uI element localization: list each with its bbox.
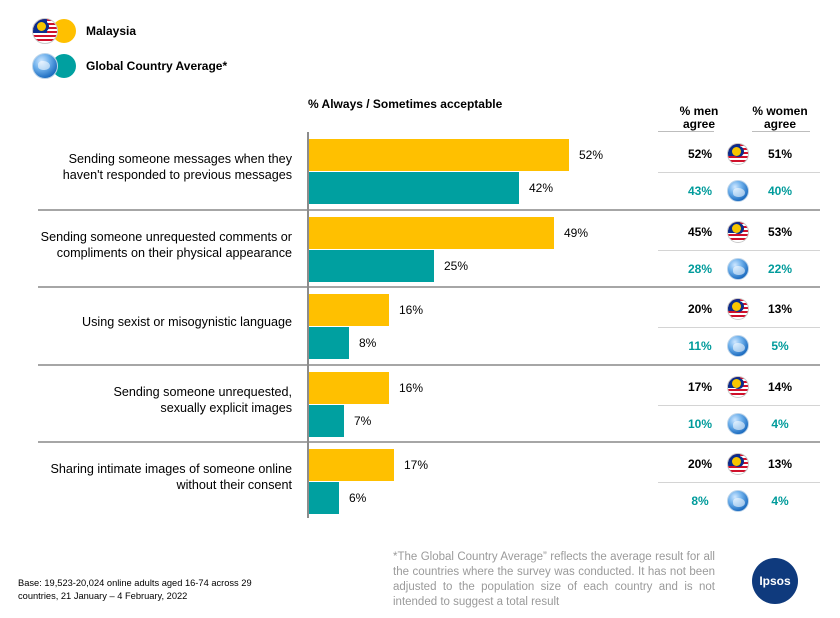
category-label-line: sexually explicit images [160, 400, 292, 415]
malaysia-women-agree: 51% [767, 147, 793, 161]
global-men-agree: 11% [688, 339, 712, 353]
globe-icon [727, 412, 749, 435]
base-note-line2: countries, 21 January – 4 February, 2022 [18, 591, 188, 601]
malaysia-men-agree: 20% [687, 457, 713, 471]
women-header: % women agree [745, 105, 815, 131]
group-separator [38, 363, 820, 366]
bar-value-label: 16% [399, 380, 424, 395]
bar-value-label: 17% [404, 458, 429, 472]
category-label: Using sexist or misogynistic language [22, 314, 292, 330]
men-header: % men agree [664, 105, 734, 131]
legend-malaysia: Malaysia [32, 18, 136, 44]
malaysia-flag-icon [32, 18, 58, 44]
globe-icon [727, 490, 749, 512]
women-header-rule [752, 131, 810, 132]
base-note: Base: 19,523-20,024 online adults aged 1… [18, 577, 252, 603]
malaysia-flag-icon [727, 453, 749, 475]
chart-title: % Always / Sometimes acceptable [308, 97, 503, 111]
category-label: Sending someone unrequested, sexually exp… [22, 384, 292, 416]
category-label-line: Sending someone messages when they [68, 152, 292, 166]
ipsos-logo: Ipsos [752, 558, 798, 604]
row-separator [658, 249, 820, 251]
global-bar [309, 172, 519, 204]
malaysia-men-agree: 52% [687, 147, 713, 161]
malaysia-flag-icon [727, 375, 749, 398]
malaysia-men-agree: 45% [687, 224, 713, 239]
row-separator [658, 404, 820, 406]
men-header-line1: % men [679, 104, 719, 118]
bar-value-label: 52% [579, 148, 604, 162]
malaysia-women-agree: 14% [767, 379, 793, 394]
globe-icon [727, 257, 749, 280]
malaysia-bar [309, 371, 389, 404]
malaysia-flag-icon [727, 220, 749, 243]
global-men-agree: 43% [687, 184, 713, 198]
group-separator [38, 286, 820, 288]
malaysia-women-agree: 53% [767, 224, 793, 239]
bar-value-label: 42% [529, 181, 554, 195]
global-men-agree: 28% [687, 261, 713, 276]
category-label: Sending someone messages when they haven'… [22, 151, 292, 183]
category-label-line: Using sexist or misogynistic language [82, 315, 292, 329]
malaysia-women-agree: 13% [767, 457, 793, 471]
category-label-line: without their consent [176, 478, 292, 492]
row-separator [658, 172, 820, 173]
row-separator [658, 482, 820, 483]
malaysia-men-agree: 17% [687, 379, 713, 394]
globe-icon [727, 180, 749, 202]
men-header-line2: agree [682, 117, 716, 131]
bar-value-label: 16% [399, 303, 424, 317]
global-men-agree: 10% [687, 416, 713, 431]
category-label-line: Sharing intimate images of someone onlin… [50, 462, 292, 476]
malaysia-men-agree: 20% [687, 302, 713, 316]
malaysia-women-agree: 13% [767, 302, 793, 316]
malaysia-bar [309, 216, 554, 249]
global-women-agree: 4% [771, 494, 789, 508]
legend-global: Global Country Average* [32, 53, 227, 79]
bar-value-label: 8% [359, 336, 377, 350]
legend-label-malaysia: Malaysia [86, 24, 137, 38]
global-women-agree: 5% [771, 339, 789, 353]
global-bar [309, 404, 344, 437]
category-label-line: Sending someone unrequested comments or [40, 229, 292, 244]
group-separator [38, 441, 820, 443]
women-header-line1: % women [752, 104, 808, 118]
bar-value-label: 49% [564, 225, 589, 240]
bar-value-label: 6% [349, 491, 367, 505]
category-label-line: haven't responded to previous messages [62, 168, 292, 182]
category-label: Sending someone unrequested comments or c… [22, 229, 292, 261]
base-note-line1: Base: 19,523-20,024 online adults aged 1… [18, 578, 252, 588]
malaysia-bar [309, 449, 394, 481]
bar-value-label: 25% [444, 258, 469, 273]
chart-axis [307, 132, 309, 518]
globe-icon [727, 335, 749, 357]
global-women-agree: 4% [771, 416, 789, 431]
global-bar [309, 249, 434, 282]
category-label-line: Sending someone unrequested, [113, 384, 292, 399]
malaysia-flag-icon [727, 298, 749, 320]
bar-value-label: 7% [354, 413, 372, 428]
row-separator [658, 327, 820, 328]
women-header-line2: agree [763, 117, 797, 131]
category-label-line: compliments on their physical appearance [56, 245, 292, 260]
group-separator [38, 208, 820, 211]
legend-label-global: Global Country Average* [86, 59, 228, 73]
global-average-note: *The Global Country Average” reflects th… [393, 551, 715, 608]
globe-icon [32, 53, 58, 79]
malaysia-bar [309, 139, 569, 171]
global-women-agree: 40% [767, 184, 793, 198]
malaysia-bar [309, 294, 389, 326]
men-header-rule [658, 131, 714, 132]
category-label: Sharing intimate images of someone onlin… [22, 461, 292, 493]
global-women-agree: 22% [767, 261, 793, 276]
global-bar [309, 482, 339, 514]
malaysia-flag-icon [727, 143, 749, 165]
global-bar [309, 327, 349, 359]
global-men-agree: 8% [691, 494, 709, 508]
